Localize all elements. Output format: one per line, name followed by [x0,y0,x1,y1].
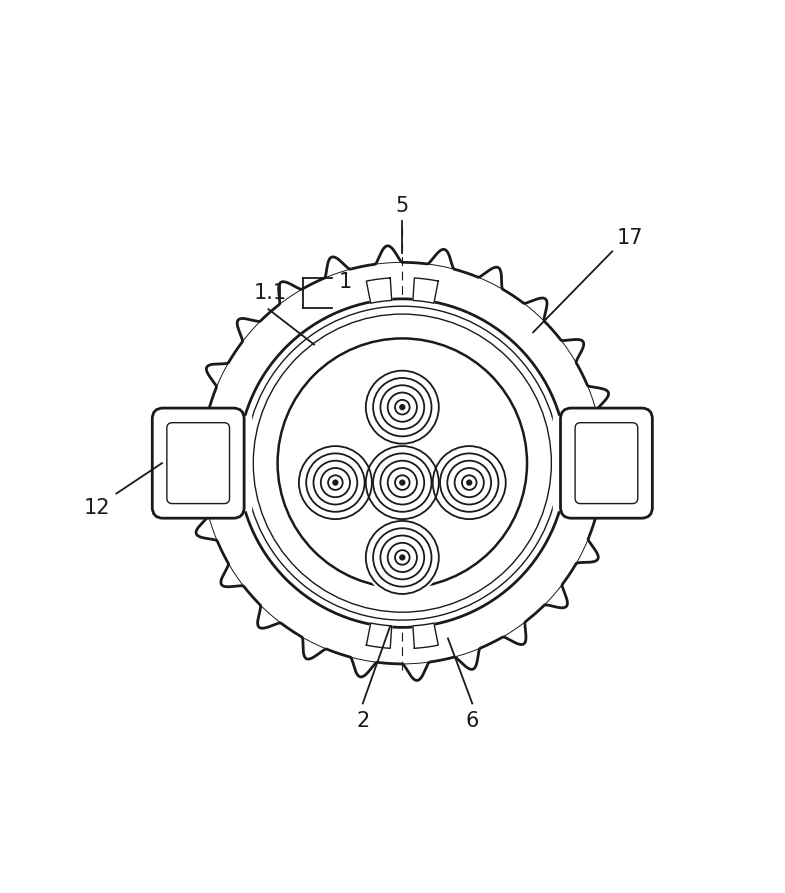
Circle shape [467,480,472,485]
Circle shape [400,555,405,560]
Circle shape [238,299,567,628]
Bar [553,416,578,510]
Circle shape [363,443,442,522]
Circle shape [400,480,405,485]
Circle shape [333,480,338,485]
FancyBboxPatch shape [152,408,244,518]
Polygon shape [185,246,619,680]
Circle shape [429,443,509,522]
Polygon shape [367,623,392,648]
Text: 5: 5 [396,196,409,216]
Circle shape [363,518,442,597]
Polygon shape [413,278,438,304]
Polygon shape [413,623,438,648]
Text: 6: 6 [466,711,479,730]
Text: 17: 17 [617,229,644,248]
Circle shape [363,368,442,446]
Bar [227,416,251,510]
Text: 1.1: 1.1 [254,283,287,303]
Circle shape [400,405,405,410]
Polygon shape [560,482,585,507]
Polygon shape [560,420,585,444]
Text: 1: 1 [338,271,352,292]
Circle shape [296,443,375,522]
FancyBboxPatch shape [560,408,652,518]
Polygon shape [367,278,392,304]
Text: 2: 2 [356,711,370,730]
Text: 12: 12 [84,498,110,519]
